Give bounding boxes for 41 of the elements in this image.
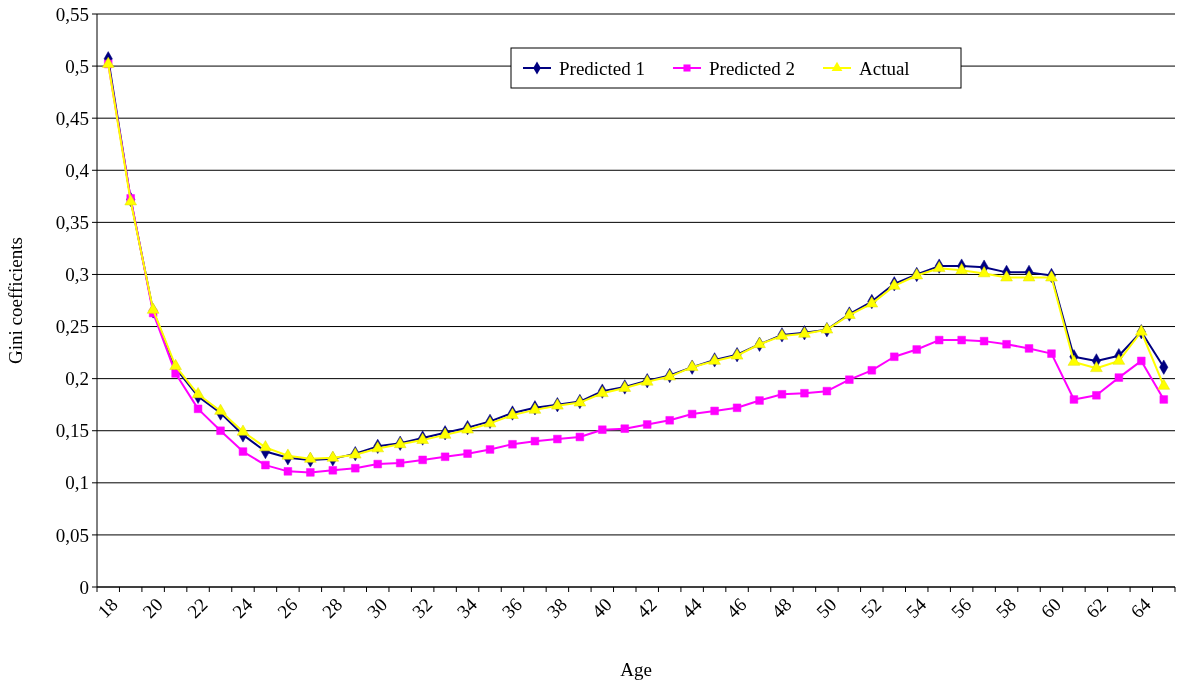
x-tick-label: 48 — [767, 593, 796, 622]
x-tick-label: 38 — [542, 593, 571, 622]
x-axis-title: Age — [620, 659, 652, 680]
x-tick-label: 60 — [1036, 593, 1066, 622]
x-tick-label: 28 — [318, 593, 347, 622]
legend-label: Predicted 2 — [709, 57, 796, 79]
y-tick-label: 0,25 — [55, 316, 89, 338]
y-tick-label: 0,4 — [65, 159, 90, 181]
x-tick-label: 26 — [273, 593, 302, 622]
x-tick-label: 64 — [1126, 593, 1156, 622]
y-tick-label: 0,05 — [55, 524, 89, 546]
x-tick-label: 56 — [946, 593, 976, 622]
x-tick-label: 32 — [407, 593, 437, 622]
x-tick-label: 34 — [452, 593, 482, 622]
legend-label: Actual — [859, 57, 910, 79]
y-tick-label: 0,45 — [55, 107, 89, 129]
x-tick-label: 22 — [183, 593, 212, 622]
x-tick-label: 30 — [362, 593, 392, 622]
x-tick-label: 62 — [1081, 593, 1110, 622]
x-tick-label: 42 — [632, 593, 661, 622]
x-tick-label: 52 — [857, 593, 886, 622]
y-tick-label: 0,3 — [65, 264, 89, 286]
x-tick-label: 44 — [677, 593, 707, 622]
y-tick-label: 0,15 — [55, 420, 89, 442]
y-tick-label: 0,55 — [55, 3, 89, 25]
x-tick-label: 36 — [497, 593, 527, 622]
y-axis-title: Gini coefficients — [5, 237, 26, 364]
x-tick-label: 24 — [228, 593, 257, 622]
x-tick-label: 20 — [138, 593, 167, 622]
x-tick-label: 54 — [901, 593, 931, 622]
legend-label: Predicted 1 — [559, 57, 646, 79]
y-tick-label: 0,35 — [55, 212, 89, 234]
x-tick-label: 40 — [587, 593, 616, 622]
x-tick-label: 58 — [991, 593, 1021, 622]
x-tick-label: 50 — [812, 593, 841, 622]
y-tick-label: 0 — [79, 576, 89, 598]
x-tick-label: 46 — [722, 593, 751, 622]
y-tick-label: 0,5 — [65, 55, 89, 77]
y-tick-label: 0,1 — [65, 472, 89, 494]
x-tick-label: 18 — [93, 593, 122, 622]
y-tick-label: 0,2 — [65, 368, 89, 390]
